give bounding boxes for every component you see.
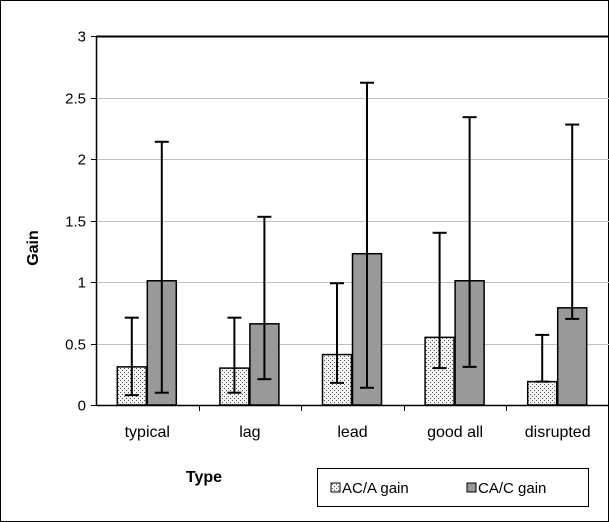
axis-labels: Gain Type	[25, 230, 222, 486]
bar-ca-c-gain	[556, 307, 588, 406]
x-tick-label: typical	[125, 424, 170, 441]
y-tick-label: 2	[78, 152, 86, 169]
axes: 0 0.5 1 1.5 2 2.5 3 typical lag lead good all disru…	[65, 29, 609, 441]
y-tick-label: 3	[78, 29, 86, 46]
y-tick-label: 1.5	[65, 214, 86, 231]
y-axis-label: Gain	[25, 230, 42, 266]
y-tick-label: 1	[78, 275, 86, 292]
bars	[116, 81, 588, 406]
legend-label-ca-c-gain: CA/C gain	[478, 480, 546, 497]
y-tick-label: 0.5	[65, 337, 86, 354]
legend-label-ac-a-gain: AC/A gain	[342, 480, 409, 497]
x-tick-label: lead	[337, 424, 367, 441]
y-tick-label: 2.5	[65, 91, 86, 108]
x-axis-label: Type	[186, 469, 222, 486]
bar-ac-a-gain	[424, 336, 455, 406]
legend-swatch-ca-c-gain	[466, 482, 477, 493]
legend: AC/A gain CA/C gain	[317, 468, 589, 507]
x-tick-label: disrupted	[525, 424, 591, 441]
x-tick-label: good all	[427, 424, 483, 441]
legend-box	[317, 468, 589, 507]
x-tick-label: lag	[239, 424, 260, 441]
y-tick-label: 0	[78, 398, 86, 415]
legend-swatch-ac-a-gain	[330, 482, 341, 493]
gridlines	[96, 98, 609, 345]
bar-ac-a-gain	[526, 380, 558, 406]
